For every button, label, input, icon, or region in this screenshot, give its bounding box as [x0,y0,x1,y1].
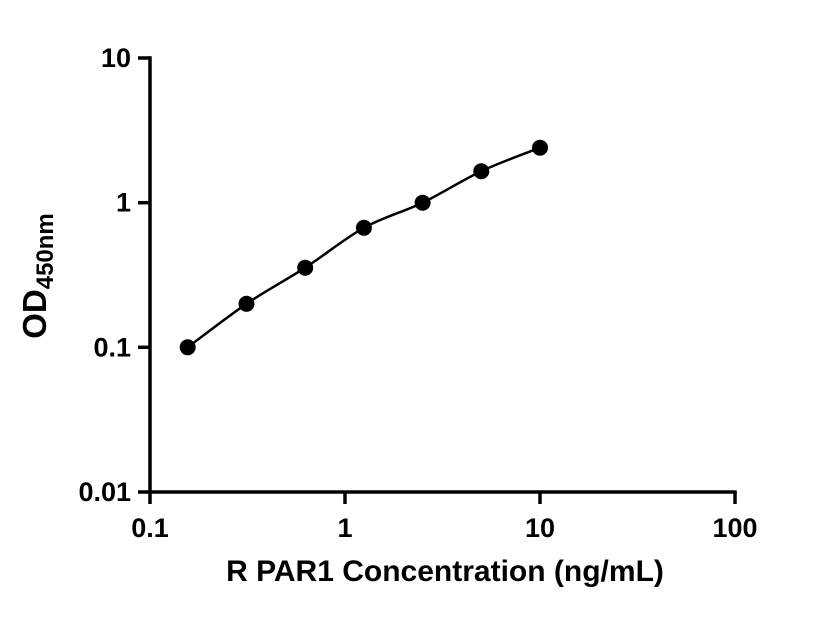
data-point-marker [532,139,548,156]
y-tick-label: 0.1 [93,332,131,362]
y-tick-label: 0.01 [78,477,131,507]
x-tick-label: 10 [525,513,555,543]
x-tick-label: 100 [712,513,757,543]
data-point-marker [355,219,372,236]
standard-curve-line [186,146,541,349]
data-point-marker [179,339,196,356]
y-axis-title-main: OD [16,289,53,339]
data-point-marker [238,295,255,312]
data-point-marker [297,259,314,276]
x-axis-title: R PAR1 Concentration (ng/mL) [226,555,664,588]
y-tick-label: 10 [101,43,131,73]
y-tick-label: 1 [116,188,131,218]
x-tick-label: 0.1 [131,513,169,543]
x-tick-label: 1 [337,513,352,543]
data-point-marker [414,194,431,211]
y-axis-title: OD450nm [16,213,59,339]
axes-spine [148,56,737,494]
y-axis-title-subscript: 450nm [32,213,59,289]
data-point-marker [473,163,490,180]
